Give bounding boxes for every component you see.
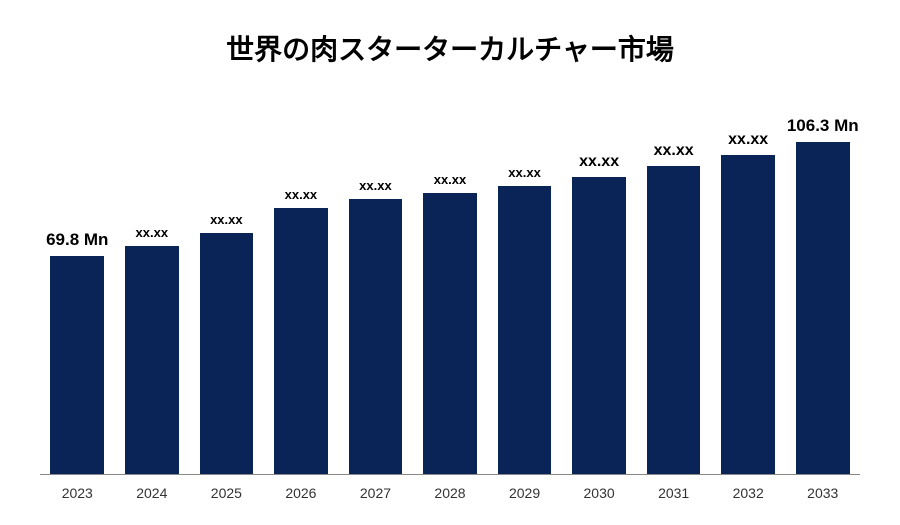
x-axis-label: 2024 [115, 485, 190, 501]
bar [274, 208, 328, 474]
x-axis-label: 2023 [40, 485, 115, 501]
bar [796, 142, 850, 474]
bar [349, 199, 403, 474]
bar [423, 193, 477, 474]
bar [721, 155, 775, 474]
bar [200, 233, 254, 474]
bar-wrap: xx.xx [711, 130, 786, 474]
bar-wrap: 69.8 Mn [40, 130, 115, 474]
x-axis-label: 2033 [785, 485, 860, 501]
x-axis-label: 2029 [487, 485, 562, 501]
x-axis-label: 2031 [636, 485, 711, 501]
chart-area: 69.8 Mnxx.xxxx.xxxx.xxxx.xxxx.xxxx.xxxx.… [40, 130, 860, 475]
bar [498, 186, 552, 474]
bar-wrap: 106.3 Mn [785, 130, 860, 474]
bar-wrap: xx.xx [189, 130, 264, 474]
bar-wrap: xx.xx [413, 130, 488, 474]
x-axis-label: 2028 [413, 485, 488, 501]
bar-wrap: xx.xx [562, 130, 637, 474]
x-axis-label: 2032 [711, 485, 786, 501]
bar-value-label: 106.3 Mn [763, 116, 883, 136]
bar [572, 177, 626, 474]
chart-title: 世界の肉スターターカルチャー市場 [0, 0, 900, 68]
x-axis-label: 2030 [562, 485, 637, 501]
bar-wrap: xx.xx [487, 130, 562, 474]
bar-wrap: xx.xx [636, 130, 711, 474]
x-axis-labels: 2023202420252026202720282029203020312032… [40, 485, 860, 501]
bar [125, 246, 179, 474]
bar [50, 256, 104, 474]
bar-wrap: xx.xx [115, 130, 190, 474]
x-axis-label: 2026 [264, 485, 339, 501]
x-axis-label: 2027 [338, 485, 413, 501]
bar [647, 166, 701, 474]
x-axis-label: 2025 [189, 485, 264, 501]
bars-container: 69.8 Mnxx.xxxx.xxxx.xxxx.xxxx.xxxx.xxxx.… [40, 130, 860, 475]
